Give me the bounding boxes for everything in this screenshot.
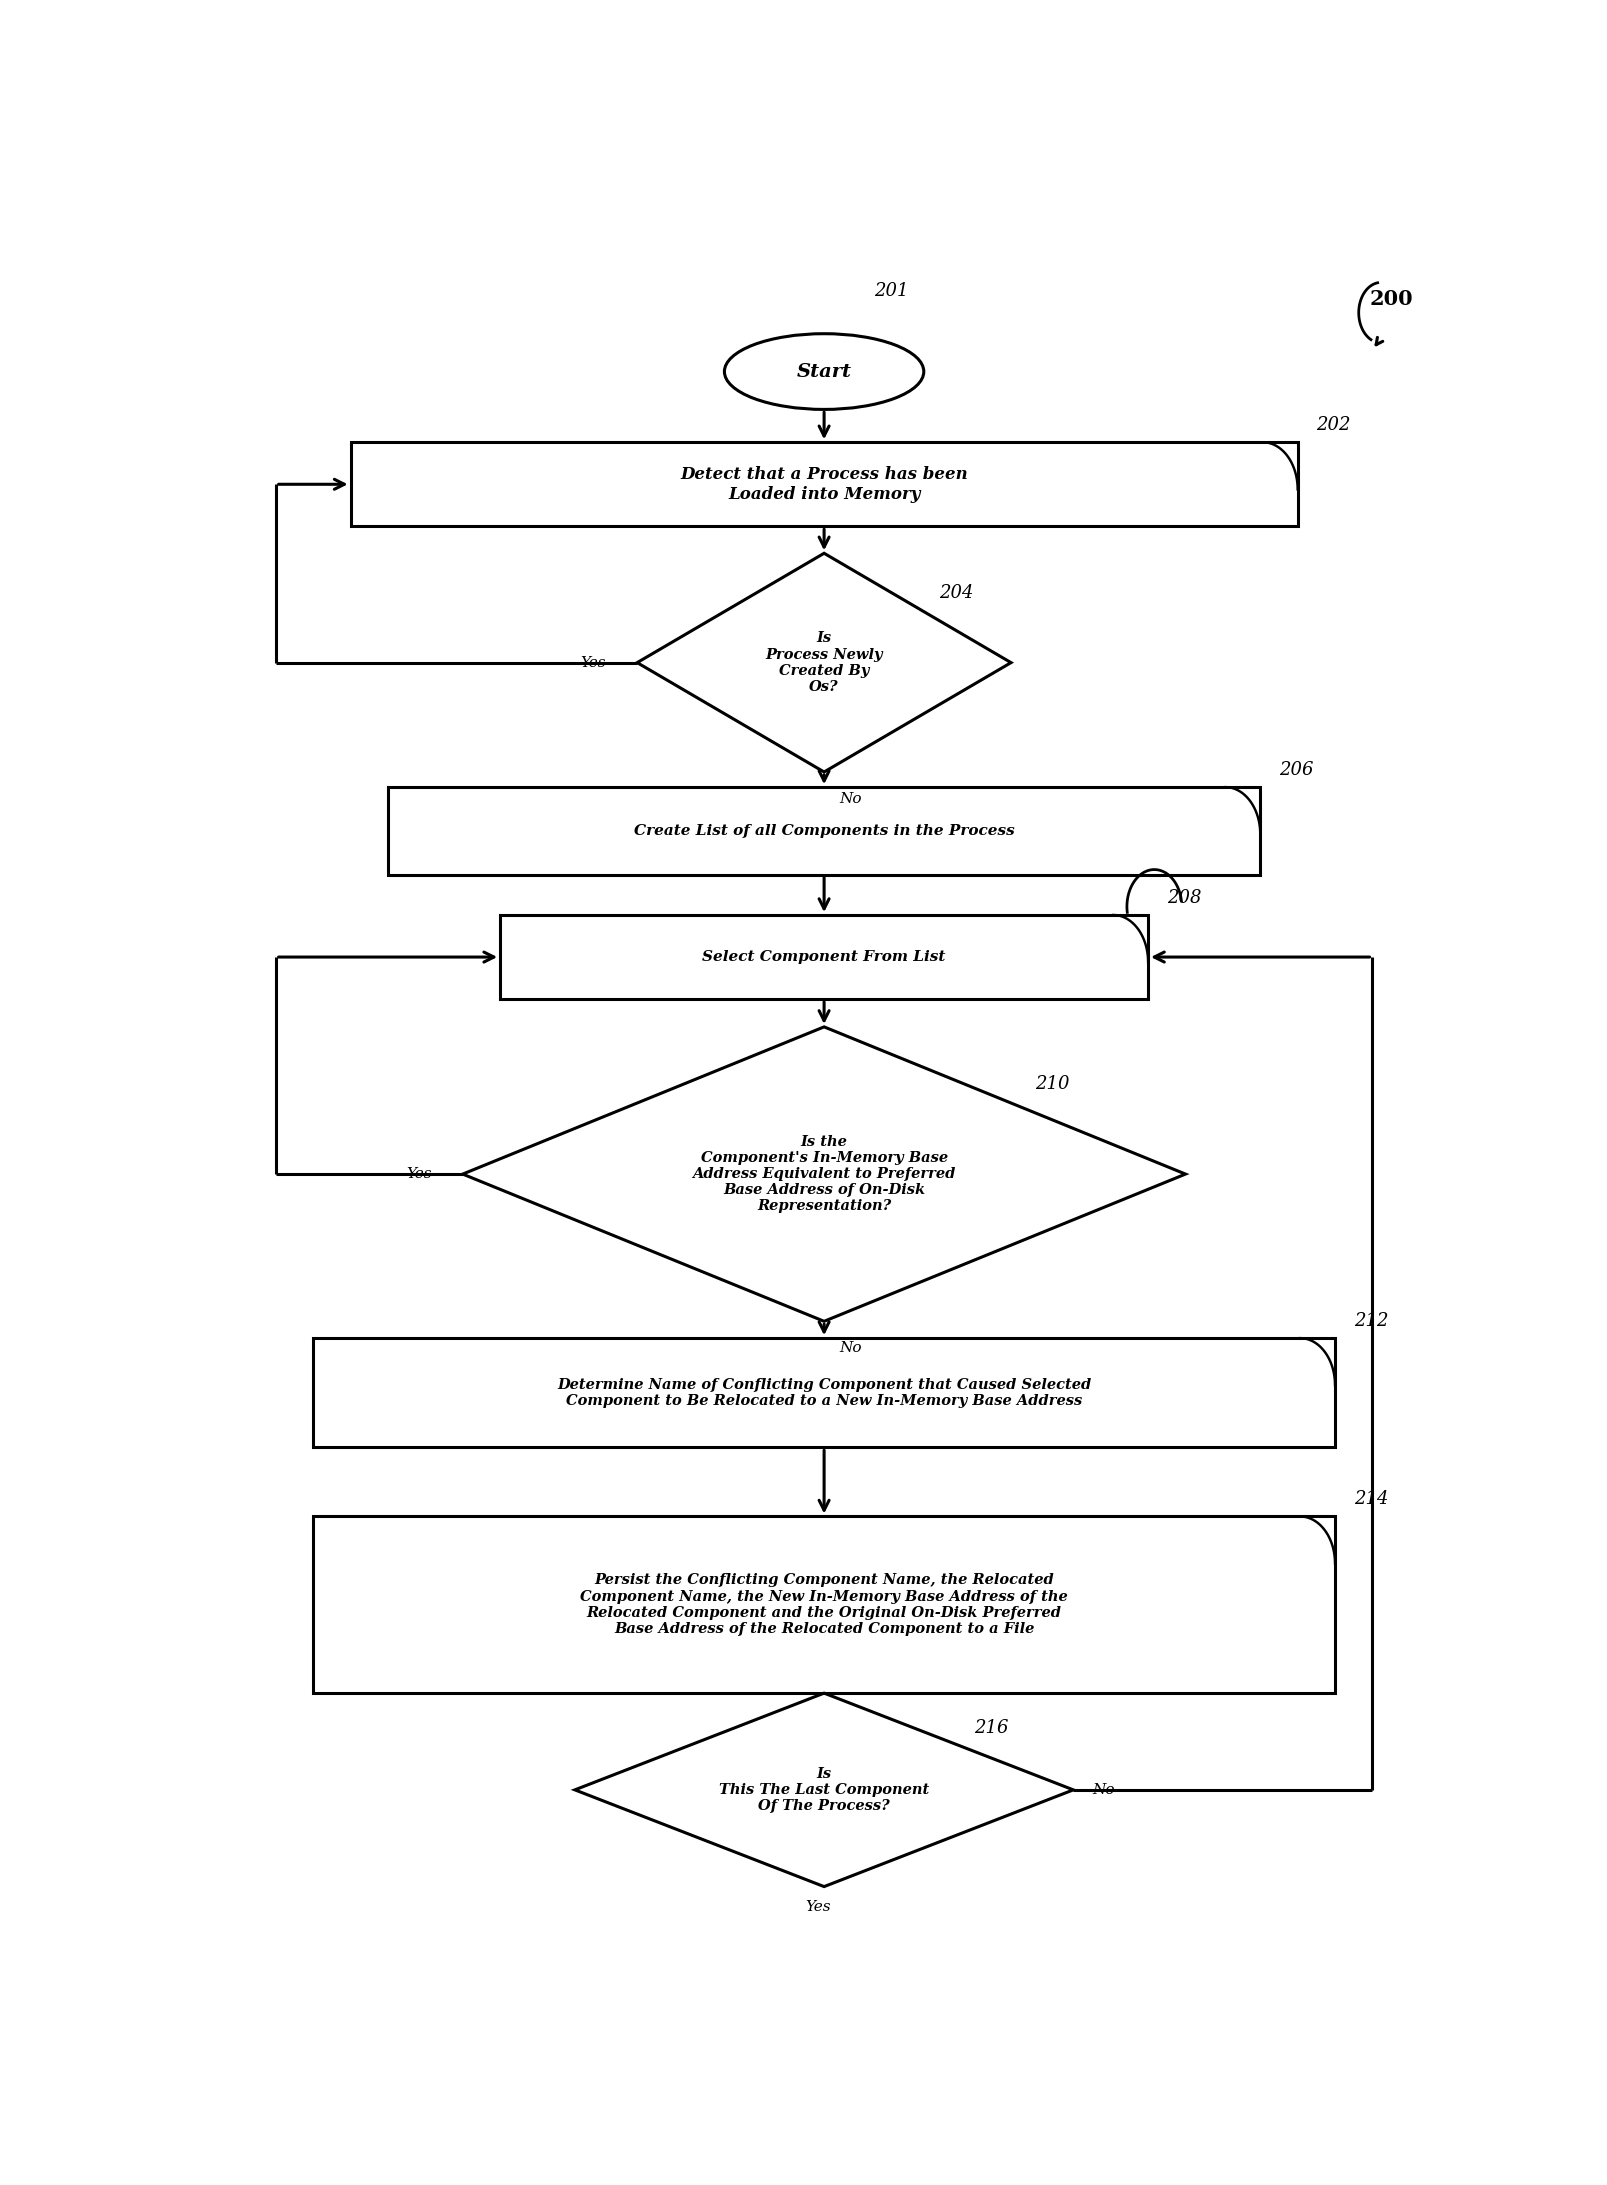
- Bar: [313, 1516, 1334, 1693]
- Text: 212: 212: [1353, 1311, 1387, 1331]
- Text: Is the
Component's In-Memory Base
Address Equivalent to Preferred
Base Address o: Is the Component's In-Memory Base Addres…: [693, 1134, 955, 1213]
- Text: No: No: [839, 1342, 861, 1355]
- Text: Persist the Conflicting Component Name, the Relocated
Component Name, the New In: Persist the Conflicting Component Name, …: [580, 1573, 1067, 1637]
- Bar: [500, 916, 1147, 999]
- Text: Yes: Yes: [805, 1901, 831, 1914]
- Text: Is
Process Newly
Created By
Os?: Is Process Newly Created By Os?: [765, 631, 882, 695]
- Text: 204: 204: [938, 583, 974, 603]
- Text: 216: 216: [974, 1720, 1008, 1737]
- Text: Determine Name of Conflicting Component that Caused Selected
Component to Be Rel: Determine Name of Conflicting Component …: [556, 1379, 1091, 1407]
- Text: 208: 208: [1167, 889, 1200, 907]
- Text: No: No: [1091, 1783, 1114, 1796]
- Text: 210: 210: [1035, 1075, 1069, 1092]
- Text: Start: Start: [795, 363, 852, 380]
- Text: Create List of all Components in the Process: Create List of all Components in the Pro…: [633, 824, 1014, 837]
- Text: 200: 200: [1369, 288, 1413, 310]
- Text: 201: 201: [874, 282, 908, 299]
- Text: 202: 202: [1316, 415, 1350, 435]
- Text: Detect that a Process has been
Loaded into Memory: Detect that a Process has been Loaded in…: [680, 465, 967, 503]
- Text: 206: 206: [1278, 760, 1313, 778]
- Text: Is
This The Last Component
Of The Process?: Is This The Last Component Of The Proces…: [718, 1768, 929, 1814]
- Bar: [387, 787, 1260, 874]
- Text: Yes: Yes: [580, 656, 606, 669]
- Text: No: No: [839, 793, 861, 806]
- Bar: [313, 1337, 1334, 1446]
- Bar: [350, 441, 1297, 527]
- Text: Yes: Yes: [405, 1167, 431, 1182]
- Text: Select Component From List: Select Component From List: [702, 950, 945, 964]
- Text: 214: 214: [1353, 1490, 1387, 1508]
